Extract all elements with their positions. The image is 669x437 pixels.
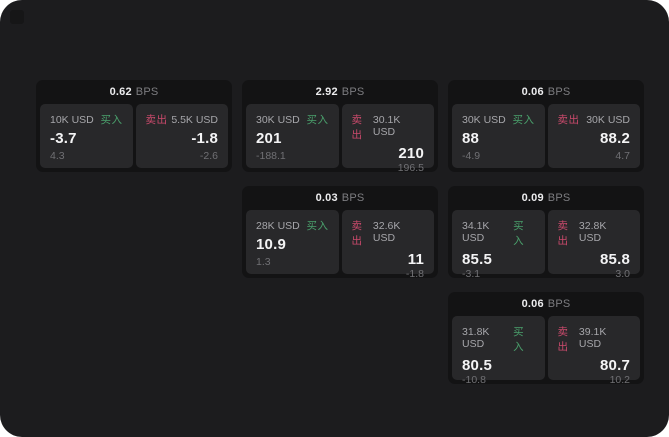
quote-card: 2.92 BPS 30K USD 买入 201 -188.1 卖出 30.1K U…	[242, 80, 438, 174]
buy-label: 买入	[306, 114, 329, 126]
sell-quote-button[interactable]: 卖出 30.1K USD 210 196.5	[341, 104, 434, 174]
sell-ref: 4.7	[615, 150, 630, 162]
buy-quote-button[interactable]: 30K USD 买入 88 -4.9	[452, 104, 545, 168]
buy-amount: 34.1K USD	[462, 220, 490, 244]
buy-quote-button[interactable]: 10K USD 买入 -3.7 4.3	[40, 104, 133, 168]
quote-card: 0.06 BPS 31.8K USD 买入 80.5 -10.8 卖出 39.1K…	[448, 292, 644, 386]
buy-quote-button[interactable]: 31.8K USD 买入 80.5 -10.8	[452, 316, 545, 386]
buy-label: 买入	[100, 114, 123, 126]
buy-quote-button[interactable]: 28K USD 买入 10.9 1.3	[246, 210, 339, 274]
sell-price: 80.7	[600, 357, 630, 374]
sell-amount: 32.8K USD	[578, 220, 607, 244]
quote-card: 0.62 BPS 10K USD 买入 -3.7 4.3 卖出 5.5K USD …	[36, 80, 232, 172]
sell-quote-button[interactable]: 卖出 32.6K USD 11 -1.8	[341, 210, 434, 280]
buy-ref: -3.1	[462, 268, 481, 280]
sell-label: 卖出	[557, 326, 569, 353]
spread-value: 2.92	[315, 86, 338, 98]
buy-label: 买入	[512, 114, 535, 126]
sell-ref: -2.6	[199, 150, 218, 162]
spread-header: 0.62 BPS	[36, 80, 232, 104]
buy-price: 88	[462, 130, 480, 147]
sell-price: 85.8	[600, 251, 630, 268]
sell-amount: 30K USD	[586, 114, 630, 126]
sell-price: 88.2	[600, 130, 630, 147]
spread-header: 2.92 BPS	[242, 80, 438, 104]
quote-card: 0.06 BPS 30K USD 买入 88 -4.9 卖出 30K USD 88…	[448, 80, 644, 172]
quote-card: 0.09 BPS 34.1K USD 买入 85.5 -3.1 卖出 32.8K …	[448, 186, 644, 280]
buy-label: 买入	[513, 326, 525, 353]
spread-value: 0.06	[521, 86, 544, 98]
bps-label: BPS	[547, 192, 571, 204]
sell-amount: 39.1K USD	[578, 326, 607, 350]
spread-value: 0.09	[521, 192, 544, 204]
bps-label: BPS	[341, 192, 365, 204]
sell-label: 卖出	[351, 114, 363, 141]
buy-price: 85.5	[462, 251, 492, 268]
spread-header: 0.06 BPS	[448, 292, 644, 316]
sell-quote-button[interactable]: 卖出 5.5K USD -1.8 -2.6	[135, 104, 228, 168]
spread-header: 0.03 BPS	[242, 186, 438, 210]
buy-ref: 4.3	[50, 150, 65, 162]
buy-quote-button[interactable]: 30K USD 买入 201 -188.1	[246, 104, 339, 168]
buy-ref: -188.1	[256, 150, 286, 162]
sell-quote-button[interactable]: 卖出 39.1K USD 80.7 10.2	[547, 316, 640, 386]
buy-price: 201	[256, 130, 282, 147]
buy-label: 买入	[306, 220, 329, 232]
buy-amount: 28K USD	[256, 220, 300, 232]
sell-label: 卖出	[557, 220, 569, 247]
sell-quote-button[interactable]: 卖出 32.8K USD 85.8 3.0	[547, 210, 640, 280]
sell-ref: -1.8	[405, 268, 424, 280]
buy-label: 买入	[513, 220, 525, 247]
buy-amount: 30K USD	[256, 114, 300, 126]
bps-label: BPS	[341, 86, 365, 98]
quote-card: 0.03 BPS 28K USD 买入 10.9 1.3 卖出 32.6K USD…	[242, 186, 438, 280]
buy-price: 10.9	[256, 236, 286, 253]
bps-label: BPS	[135, 86, 159, 98]
buy-ref: -10.8	[462, 374, 486, 386]
sell-amount: 32.6K USD	[372, 220, 401, 244]
sell-price: 210	[398, 145, 424, 162]
sell-label: 卖出	[351, 220, 363, 247]
spread-header: 0.09 BPS	[448, 186, 644, 210]
app-icon	[10, 10, 24, 24]
sell-ref: 3.0	[615, 268, 630, 280]
buy-ref: -4.9	[462, 150, 481, 162]
sell-amount: 5.5K USD	[171, 114, 218, 126]
sell-quote-button[interactable]: 卖出 30K USD 88.2 4.7	[547, 104, 640, 168]
spread-header: 0.06 BPS	[448, 80, 644, 104]
bps-label: BPS	[547, 86, 571, 98]
spread-value: 0.06	[521, 298, 544, 310]
sell-ref: 10.2	[609, 374, 630, 386]
spread-value: 0.62	[109, 86, 132, 98]
buy-amount: 10K USD	[50, 114, 94, 126]
sell-price: 11	[407, 251, 424, 268]
sell-ref: 196.5	[397, 162, 424, 174]
spread-value: 0.03	[315, 192, 338, 204]
buy-amount: 30K USD	[462, 114, 506, 126]
sell-label: 卖出	[145, 114, 168, 126]
buy-price: -3.7	[50, 130, 77, 147]
buy-amount: 31.8K USD	[462, 326, 490, 350]
sell-price: -1.8	[191, 130, 218, 147]
sell-label: 卖出	[557, 114, 580, 126]
buy-ref: 1.3	[256, 256, 271, 268]
buy-price: 80.5	[462, 357, 492, 374]
bps-label: BPS	[547, 298, 571, 310]
sell-amount: 30.1K USD	[372, 114, 401, 138]
buy-quote-button[interactable]: 34.1K USD 买入 85.5 -3.1	[452, 210, 545, 280]
